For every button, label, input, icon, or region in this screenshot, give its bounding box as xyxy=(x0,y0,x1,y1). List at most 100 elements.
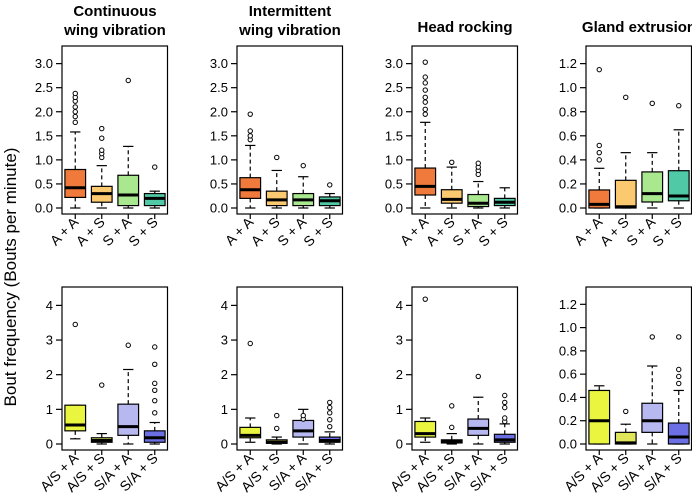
x-tick-label: A + S xyxy=(73,214,108,249)
y-tick-label: 0.5 xyxy=(35,176,53,191)
y-tick-label: 0.2 xyxy=(559,176,577,191)
y-tick-label: 0.0 xyxy=(35,201,53,216)
box-a-a xyxy=(64,168,87,199)
outlier-point xyxy=(422,296,428,302)
x-tick-label: A + S xyxy=(248,214,283,249)
outlier-point xyxy=(422,99,428,105)
y-tick-label: 0.8 xyxy=(559,343,577,358)
outlier-point xyxy=(676,366,682,373)
outlier-point xyxy=(422,74,428,80)
outlier-point xyxy=(502,399,508,406)
plot-frame xyxy=(236,45,344,215)
x-tick-label: A + S xyxy=(597,214,632,249)
box-s-a xyxy=(117,174,140,207)
x-tick-label: A + A xyxy=(222,213,257,248)
y-tick-label: 0.5 xyxy=(385,176,403,191)
y-tick-label: 1 xyxy=(221,402,228,417)
x-tick-label: S + S xyxy=(475,214,511,250)
y-tick-label: 1.0 xyxy=(35,152,53,167)
box-s-a xyxy=(641,171,664,203)
panel-8: 0.00.20.40.60.81.01.2A/S + AA/S + SS/A +… xyxy=(559,286,692,495)
panel-title: Continuous xyxy=(73,3,156,20)
y-tick-label: 1 xyxy=(46,402,53,417)
outlier-point xyxy=(596,157,602,163)
box-a-a xyxy=(414,167,437,196)
y-tick-label: 2.0 xyxy=(35,104,53,119)
y-tick-label: 1.0 xyxy=(559,320,577,335)
y-tick-label: 0.4 xyxy=(559,390,577,405)
outlier-point xyxy=(502,404,508,411)
box-s-a-a xyxy=(292,419,315,438)
y-tick-label: 3 xyxy=(396,333,403,348)
y-tick-label: 3.0 xyxy=(210,56,228,71)
outlier-point xyxy=(623,408,629,415)
outlier-point xyxy=(125,77,131,84)
outlier-point xyxy=(152,380,158,387)
y-tick-label: 0 xyxy=(221,437,228,452)
outlier-point xyxy=(274,154,280,161)
plot-frame xyxy=(61,286,169,451)
panel-3: Head rocking 0.0 0.5 1.0 1.5 2.0 2.5 3.0 A + AA … xyxy=(385,19,519,250)
panel-title: wing vibration xyxy=(63,22,166,39)
outlier-point xyxy=(72,119,78,126)
outlier-point xyxy=(99,147,105,153)
outlier-point xyxy=(327,410,333,416)
outlier-point xyxy=(422,80,428,86)
outlier-point xyxy=(327,423,333,430)
outlier-point xyxy=(422,87,428,93)
x-tick-label: A + S xyxy=(423,214,458,249)
y-tick-label: 0.0 xyxy=(559,437,577,452)
outlier-point xyxy=(152,397,158,404)
y-tick-label: 4 xyxy=(46,298,53,313)
y-tick-label: 0 xyxy=(396,437,403,452)
box-s-a-s xyxy=(667,422,690,445)
outlier-point xyxy=(327,417,333,423)
outlier-point xyxy=(327,399,333,406)
outlier-point xyxy=(676,334,682,340)
y-tick-label: 2.5 xyxy=(210,80,228,95)
x-tick-label: S + S xyxy=(125,214,161,250)
panel-title: wing vibration xyxy=(238,22,341,39)
box-s-a-a xyxy=(641,402,664,433)
outlier-point xyxy=(502,392,508,399)
outlier-point xyxy=(327,404,333,411)
outlier-point xyxy=(676,103,682,109)
panel-title: Intermittent xyxy=(249,3,332,20)
outlier-point xyxy=(422,94,428,101)
y-tick-label: 0.6 xyxy=(559,367,577,382)
outlier-point xyxy=(422,59,428,65)
outlier-point xyxy=(649,100,655,107)
outlier-point xyxy=(99,382,105,388)
y-tick-label: 0.8 xyxy=(559,104,577,119)
box-s-a-s xyxy=(493,433,516,443)
y-tick-label: 2 xyxy=(46,367,53,382)
y-tick-label: 3 xyxy=(221,333,228,348)
y-tick-label: 0.0 xyxy=(210,201,228,216)
outlier-point xyxy=(422,111,428,117)
x-tick-label: A + A xyxy=(47,213,82,248)
box-a-a xyxy=(239,177,262,199)
panel-1: Continuous wing vibration 0.0 0.5 1.0 1.5 2.0 2… xyxy=(35,3,169,250)
y-tick-label: 0.0 xyxy=(385,201,403,216)
plot-frame xyxy=(411,45,519,215)
y-tick-label: 2.5 xyxy=(385,80,403,95)
panel-title: Gland extrusion xyxy=(582,19,692,36)
y-tick-label: 1.5 xyxy=(35,128,53,143)
y-tick-label: 1.0 xyxy=(559,80,577,95)
outlier-point xyxy=(152,387,158,393)
outlier-point xyxy=(125,342,131,348)
outlier-point xyxy=(274,412,280,419)
y-axis-label: Bout frequency (Bouts per minute) xyxy=(1,148,20,407)
box-s-a xyxy=(467,193,490,208)
outlier-point xyxy=(300,412,306,419)
outlier-point xyxy=(596,142,602,149)
outlier-point xyxy=(247,111,253,117)
plot-frame xyxy=(411,286,519,451)
outlier-point xyxy=(152,164,158,170)
box-a-s xyxy=(614,179,637,209)
y-tick-label: 0.4 xyxy=(559,152,577,167)
y-tick-label: 2 xyxy=(396,367,403,382)
